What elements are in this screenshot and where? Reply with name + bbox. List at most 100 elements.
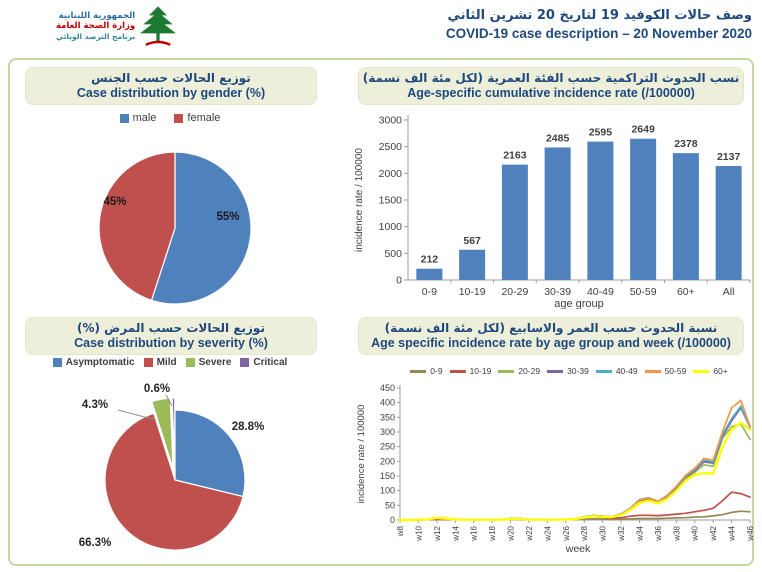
bar-value-label: 2595 (589, 127, 613, 139)
legend-swatch (410, 369, 427, 373)
y-tick-label: 500 (384, 248, 402, 260)
legend-item-male: male (119, 112, 157, 124)
cedar-tree-icon (140, 6, 177, 46)
x-tick-label: 60+ (677, 286, 695, 298)
legend-swatch (52, 358, 62, 367)
pie-value-label: 28.8% (232, 421, 265, 433)
legend-swatch (547, 369, 564, 373)
legend-item-critical: Critical (240, 357, 287, 368)
logo-republic-line: الجمهورية اللبنانية (58, 10, 136, 21)
weekly-panel-title-arabic: نسبة الحدوث حسب العمر والاسابيع (لكل مئة… (384, 320, 718, 335)
x-tick-label: w28 (580, 525, 589, 541)
series-line-10-19 (399, 491, 751, 521)
legend-item-asymptomatic: Asymptomatic (52, 357, 135, 368)
legend-swatch (449, 369, 466, 373)
legend-label: 50-59 (664, 366, 687, 376)
gender-pie-chart: 55% 45% (98, 151, 252, 305)
legend-item-40-49: 40-49 (595, 366, 638, 376)
weekly-panel-title: نسبة الحدوث حسب العمر والاسابيع (لكل مئة… (358, 317, 744, 355)
report-body-frame (8, 58, 754, 566)
pie-value-label: 0.6% (144, 383, 170, 395)
legend-label: Mild (156, 357, 177, 368)
x-tick-label: 0-9 (422, 286, 437, 298)
y-tick-label: 450 (380, 383, 395, 393)
x-tick-label: w26 (562, 525, 571, 541)
y-tick-label: 250 (380, 442, 395, 452)
y-tick-label: 50 (385, 500, 395, 510)
series-line-40-49 (399, 405, 751, 521)
legend-swatch (143, 358, 153, 367)
x-axis-title: week (565, 543, 591, 555)
bar-value-label: 2137 (717, 151, 741, 163)
legend-swatch (119, 113, 129, 123)
pie-slice-female (98, 151, 176, 302)
x-tick-label: w10 (414, 525, 423, 541)
weekly-lines-legend: 0-9 10-19 20-29 30-39 40-49 50-59 60+ (388, 366, 750, 376)
legend-swatch (595, 369, 612, 373)
bar-value-label: 2485 (546, 132, 570, 144)
y-axis-title: incidence rate / 100000 (356, 405, 367, 504)
legend-swatch (185, 358, 195, 367)
x-tick-label: w42 (709, 525, 718, 541)
bar-0-9 (416, 268, 443, 280)
x-tick-label: 50-59 (630, 286, 657, 298)
x-tick-label: w24 (543, 525, 552, 541)
legend-swatch (240, 358, 250, 367)
cumulative-panel-title-english: Age-specific cumulative incidence rate (… (407, 85, 695, 100)
ministry-logo: الجمهورية اللبنانية وزارة الصحة العامة ب… (56, 4, 177, 48)
series-line-20-29 (399, 422, 751, 521)
cumulative-panel-title: نسب الحدوث التراكمية حسب الفئة العمرية (… (358, 67, 744, 105)
bar-50-59 (630, 138, 657, 280)
series-line-60+ (398, 421, 752, 522)
severity-panel-title: توزيع الحالات حسب المرض (%) Case distrib… (25, 317, 317, 355)
page-title-arabic: وصف حالات الكوفيد 19 لتاريخ 20 تشرين الث… (447, 8, 752, 23)
pie-slice-severe (150, 397, 174, 469)
legend-label: 30-39 (567, 366, 589, 376)
bar-60+ (672, 153, 699, 280)
legend-swatch (174, 113, 184, 123)
legend-label: Severe (198, 357, 232, 368)
pie-value-label: 55% (216, 211, 239, 223)
x-tick-label: w20 (507, 525, 516, 541)
x-tick-label: w8 (396, 525, 405, 537)
x-tick-label: w32 (617, 525, 626, 541)
series-line-50-59 (399, 399, 751, 521)
y-tick-label: 2500 (379, 141, 403, 153)
gender-panel-title-english: Case distribution by gender (%) (76, 85, 266, 100)
logo-program-line: برنامج الترصد الوبائي (56, 31, 136, 41)
bar-value-label: 212 (421, 254, 439, 266)
legend-item-mild: Mild (143, 357, 177, 368)
legend-item-severe: Severe (185, 357, 232, 368)
bar-10-19 (459, 249, 486, 280)
x-tick-label: 20-29 (501, 286, 528, 298)
legend-item-50-59: 50-59 (644, 366, 687, 376)
pie-slice-asymptomatic (174, 409, 246, 498)
weekly-incidence-line-chart: 0 50 100 150 200 250 300 350 400 450 w8 w10 w12 w14 w1… (356, 383, 755, 555)
legend-label: 60+ (713, 366, 728, 376)
gender-panel-title-arabic: توزيع الحالات حسب الجنس (91, 70, 251, 85)
bar-All (715, 166, 742, 280)
y-axis-title: incidence rate / 100000 (354, 148, 365, 252)
legend-label: 20-29 (518, 366, 541, 376)
legend-item-30-39: 30-39 (547, 366, 589, 376)
legend-label: male (132, 112, 157, 124)
x-tick-label: w30 (599, 525, 608, 541)
series-line-30-39 (399, 407, 751, 521)
y-tick-label: 400 (380, 398, 395, 408)
legend-swatch (644, 369, 661, 373)
bar-40-49 (587, 141, 614, 280)
bar-value-label: 2378 (674, 138, 698, 150)
y-tick-label: 1000 (379, 221, 403, 233)
page-title-english: COVID-19 case description – 20 November … (445, 26, 752, 41)
bar-value-label: 567 (463, 235, 481, 247)
severity-panel-title-english: Case distribution by severity (%) (74, 335, 268, 350)
legend-item-60+: 60+ (693, 366, 728, 376)
x-tick-label: w12 (433, 525, 442, 541)
x-tick-label: w36 (654, 525, 663, 541)
x-tick-label: w40 (691, 525, 700, 541)
pie-value-label: 66.3% (79, 537, 112, 549)
legend-label: 10-19 (469, 366, 492, 376)
x-tick-label: w34 (635, 525, 644, 541)
y-tick-label: 150 (380, 471, 395, 481)
x-tick-label: w44 (728, 525, 737, 541)
